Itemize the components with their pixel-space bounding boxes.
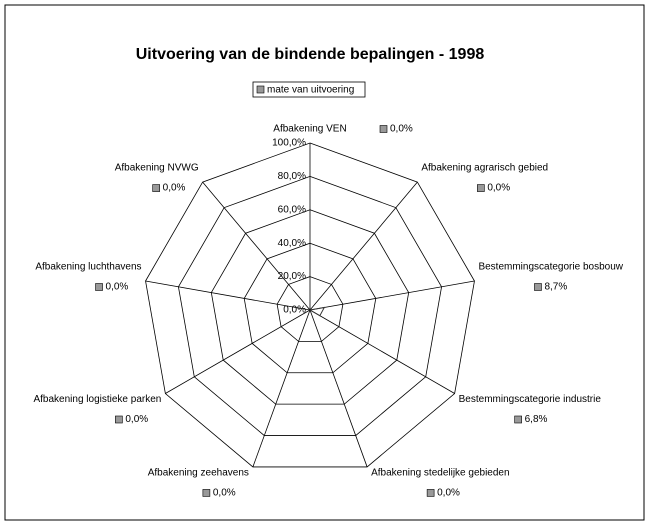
value-label: 8,7% (544, 282, 567, 293)
value-swatch (115, 415, 123, 424)
chart-title: Uitvoering van de bindende bepalingen - … (136, 46, 485, 63)
axis-spoke (309, 309, 368, 468)
category-label: Afbakening zeehavens (148, 468, 249, 479)
category-label: Afbakening VEN (273, 124, 346, 135)
category-label: Bestemmingscategorie bosbouw (478, 262, 623, 273)
category-label: Afbakening stedelijke gebieden (371, 468, 509, 479)
value-swatch (426, 489, 435, 497)
value-label: 0,0% (106, 282, 129, 293)
legend-box (252, 81, 366, 98)
r-tick-label: 0,0% (283, 305, 306, 316)
value-swatch (477, 184, 485, 192)
axis-spoke (309, 181, 418, 311)
value-label: 0,0% (213, 488, 236, 499)
axis-spoke (202, 181, 311, 311)
r-tick-label: 40,0% (278, 238, 306, 249)
series-line (308, 306, 326, 317)
value-label: 0,0% (390, 124, 413, 135)
legend-swatch (256, 85, 265, 94)
value-swatch (95, 283, 103, 291)
category-label: Afbakening logistieke parken (33, 394, 161, 405)
r-tick-label: 60,0% (278, 204, 306, 215)
grid-ring (178, 175, 442, 436)
value-swatch (202, 489, 211, 497)
legend-entry: mate van uitvoering (267, 85, 354, 96)
value-label: 0,0% (125, 414, 148, 425)
category-label: Bestemmingscategorie industrie (459, 394, 602, 405)
category-label: Afbakening NVWG (115, 163, 199, 174)
value-swatch (152, 184, 160, 192)
grid-ring (210, 209, 410, 405)
r-tick-label: 100,0% (272, 138, 306, 149)
category-label: Afbakening luchthavens (35, 262, 141, 273)
value-label: 0,0% (487, 183, 510, 194)
value-swatch (379, 125, 388, 133)
r-tick-label: 20,0% (278, 271, 306, 282)
value-label: 0,0% (437, 488, 460, 499)
grid-ring (276, 276, 344, 342)
grid-ring (145, 142, 475, 468)
axis-spoke (309, 309, 455, 394)
axis-spoke (252, 309, 311, 468)
axis-spoke (309, 280, 475, 311)
axis-spoke (145, 280, 311, 311)
value-label: 0,0% (163, 183, 186, 194)
axis-spoke (165, 309, 311, 394)
value-swatch (514, 415, 522, 424)
category-label: Afbakening agrarisch gebied (421, 163, 548, 174)
value-swatch (534, 283, 542, 291)
grid-ring (243, 242, 377, 374)
value-label: 6,8% (525, 414, 548, 425)
r-tick-label: 80,0% (278, 171, 306, 182)
